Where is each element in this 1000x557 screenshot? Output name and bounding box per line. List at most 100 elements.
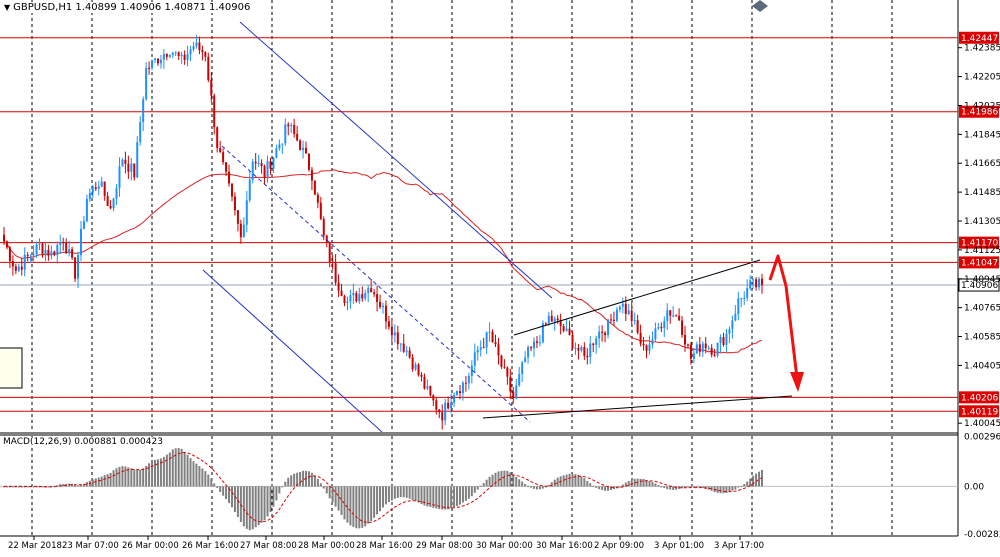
candle-body	[660, 327, 663, 329]
macd-bar	[630, 479, 633, 487]
candle-body	[352, 293, 355, 296]
price-axis: 1.42385 1.42205 1.42025 1.41845 1.41665 1.414…	[958, 44, 1000, 429]
macd-bar	[467, 486, 470, 499]
macd-bar	[684, 486, 687, 488]
candle-body	[239, 223, 242, 238]
macd-bar	[171, 449, 174, 487]
candle-body	[133, 163, 136, 178]
candle-body	[450, 402, 453, 409]
macd-bar	[307, 471, 310, 487]
macd-bar	[574, 474, 577, 487]
wedge-upper-line	[513, 259, 761, 336]
level-label: 1.40206	[961, 393, 998, 403]
macd-bar	[118, 466, 121, 487]
macd-bar	[32, 486, 35, 488]
candle-body	[544, 323, 547, 325]
candle-body	[604, 332, 607, 336]
macd-bar	[612, 486, 615, 490]
macd-bar	[583, 478, 586, 487]
macd-bar	[195, 463, 198, 487]
price-tick-label: 1.41665	[964, 159, 1000, 169]
candle-body	[32, 254, 35, 256]
macd-bar	[521, 481, 524, 487]
candle-body	[343, 296, 346, 303]
candle-body	[26, 254, 29, 256]
candle-body	[145, 67, 148, 100]
time-tick-label: 28 Mar 00:00	[298, 541, 355, 551]
candle-body	[112, 198, 115, 209]
macd-bar	[716, 486, 719, 493]
macd-bar	[151, 461, 154, 487]
candle-body	[5, 241, 8, 248]
candle-body	[275, 148, 278, 158]
macd-bar	[722, 486, 725, 494]
candle-body	[106, 196, 109, 207]
macd-bar	[245, 486, 248, 529]
candle-body	[355, 293, 358, 302]
macd-bar	[447, 486, 450, 510]
time-tick-label: 29 Mar 08:00	[416, 541, 473, 551]
macd-bar	[396, 486, 399, 498]
candle-body	[124, 159, 127, 164]
candle-body	[82, 221, 85, 229]
macd-bar	[414, 486, 417, 502]
candle-body	[512, 391, 515, 399]
candle-body	[426, 386, 429, 389]
macd-bar	[538, 486, 541, 490]
candle-body	[524, 357, 527, 363]
price-tick-label: 1.41845	[964, 130, 1000, 140]
macd-bar	[77, 485, 80, 487]
macd-bar	[470, 486, 473, 497]
macd-bar	[627, 481, 630, 487]
macd-bar	[165, 454, 168, 487]
candle-body	[74, 257, 77, 279]
candle-body	[639, 332, 642, 344]
macd-bar	[438, 486, 441, 510]
time-tick-label: 26 Mar 16:00	[182, 541, 239, 551]
candle-body	[586, 355, 589, 358]
macd-bar	[159, 458, 162, 487]
candle-body	[470, 365, 473, 377]
macd-bar	[387, 486, 390, 503]
wedge-lower-line	[482, 395, 793, 419]
level-tag-5	[959, 405, 999, 418]
candle-body	[370, 288, 373, 293]
candle-body	[100, 181, 103, 187]
macd-bar	[618, 486, 621, 488]
candle-body	[387, 321, 390, 327]
macd-bar	[328, 486, 331, 499]
macd-bar	[485, 479, 488, 487]
candle-body	[405, 350, 408, 352]
symbol-line: GBPUSD,H1 1.40899 1.40906 1.40871 1.4090…	[13, 2, 251, 13]
candle-body	[319, 202, 322, 219]
price-tick-label: 1.40405	[964, 361, 1000, 371]
candle-body	[228, 171, 231, 184]
macd-bar	[645, 479, 648, 487]
macd-bar	[260, 486, 263, 523]
macd-bar	[695, 486, 698, 488]
candle-body	[707, 347, 710, 349]
current-price-label: 1.40906	[961, 281, 998, 291]
level-tag-1	[959, 105, 999, 118]
candle-body	[361, 294, 364, 299]
candle-body	[56, 244, 59, 255]
candle-body	[41, 243, 44, 254]
macd-bar	[607, 486, 610, 491]
macd-bar	[571, 474, 574, 487]
candle-body	[287, 124, 290, 127]
macd-bar	[74, 484, 77, 487]
candle-body	[278, 144, 281, 149]
macd-bar	[577, 474, 580, 487]
candle-body	[752, 279, 755, 281]
macd-bar	[201, 468, 204, 487]
candle-body	[612, 319, 615, 321]
macd-bar	[334, 486, 337, 507]
candle-body	[562, 326, 565, 331]
macd-bar	[145, 465, 148, 487]
candle-body	[242, 224, 245, 238]
dropdown-icon[interactable]: ▼	[4, 3, 11, 12]
candle-body	[142, 99, 145, 122]
symbol-header[interactable]: ▼ GBPUSD,H1 1.40899 1.40906 1.40871 1.409…	[2, 2, 253, 13]
candle-body	[645, 345, 648, 351]
